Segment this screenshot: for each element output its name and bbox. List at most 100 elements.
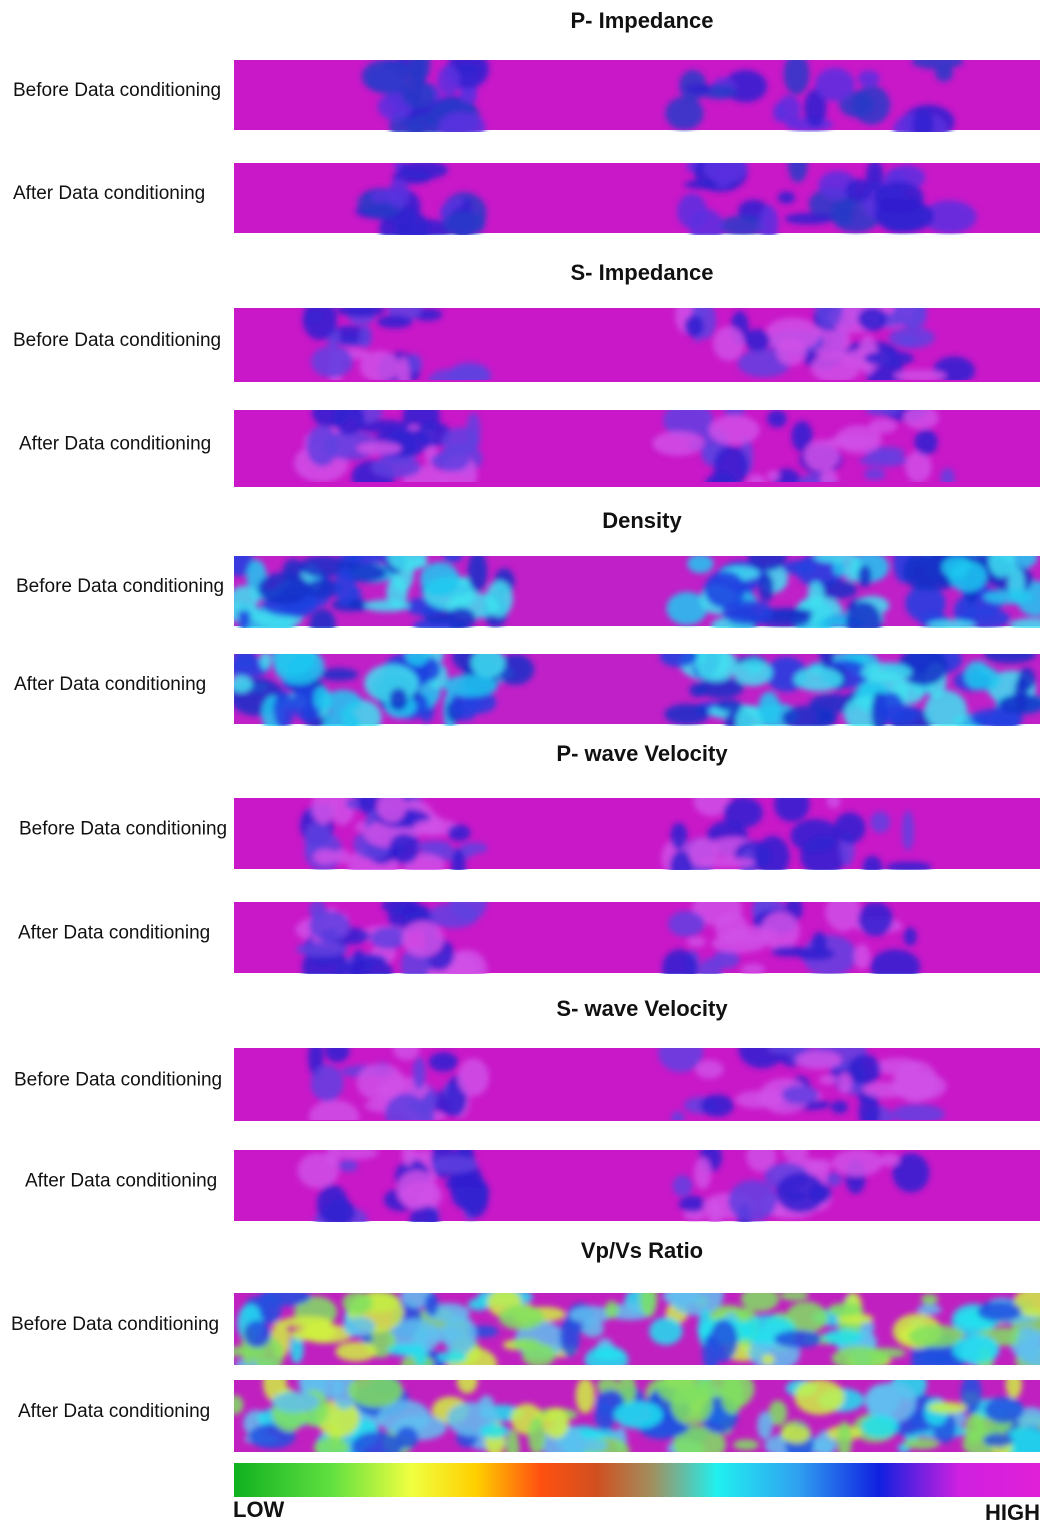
panel-blob: [765, 318, 820, 352]
panel-blob: [741, 1286, 779, 1312]
panel-blob: [838, 1073, 852, 1094]
panel-blob: [460, 842, 487, 853]
panel-blob: [314, 1437, 350, 1458]
panel-blob: [460, 87, 477, 104]
panel-blob: [397, 1170, 438, 1208]
panel-blob: [402, 1141, 415, 1167]
row-label: After Data conditioning: [19, 434, 211, 455]
panel-blob: [759, 573, 774, 603]
section-panel: [234, 885, 1040, 990]
panel-blob: [813, 551, 859, 563]
panel-blob: [233, 648, 257, 670]
panel-blob: [371, 456, 421, 478]
panel-blob: [721, 1375, 744, 1415]
panel-blob: [773, 103, 786, 123]
panel-blob: [988, 547, 1015, 578]
panel-blob: [891, 1104, 944, 1124]
panel-blob: [757, 1411, 772, 1439]
panel-blob: [421, 1092, 435, 1132]
panel-blob: [281, 1316, 332, 1328]
panel-blob: [748, 541, 787, 572]
panel-blob: [387, 542, 426, 571]
panel-blob: [722, 600, 774, 625]
panel-blob: [451, 849, 465, 882]
panel-blob: [309, 911, 350, 941]
panel-blob: [964, 661, 991, 690]
section-title: Density: [602, 508, 682, 533]
panel-blob: [333, 401, 364, 435]
panel-blob: [707, 1200, 722, 1228]
panel-blob: [728, 1180, 776, 1222]
panel-blob: [785, 213, 833, 224]
panel-blob: [462, 1180, 488, 1218]
panel-blob: [450, 885, 487, 921]
panel-blob: [671, 1111, 684, 1126]
panel-blob: [835, 425, 882, 453]
row-label: After Data conditioning: [18, 923, 210, 944]
panel-blob: [499, 1305, 544, 1330]
panel-blob: [782, 1086, 819, 1104]
panel-blob: [585, 1346, 629, 1375]
row-label: Before Data conditioning: [14, 1070, 222, 1091]
panel-blob: [701, 1094, 734, 1116]
panel-blob: [903, 406, 939, 429]
panel-blob: [662, 949, 697, 986]
panel-blob: [689, 683, 706, 697]
panel-blob: [260, 651, 272, 670]
panel-blob: [388, 179, 409, 208]
panel-blob: [804, 440, 840, 472]
panel-blob: [977, 1302, 1021, 1322]
panel-blob: [694, 1157, 711, 1189]
panel-blob: [733, 1439, 759, 1450]
section-title: P- Impedance: [570, 8, 713, 33]
panel-blob: [870, 811, 890, 833]
section-panel: [234, 396, 1040, 499]
panel-blob: [317, 1185, 348, 1225]
panel-blob: [684, 315, 703, 337]
panel-blob: [448, 824, 471, 841]
row-label: After Data conditioning: [25, 1171, 217, 1192]
panel-blob: [861, 1415, 899, 1438]
panel-blob: [913, 109, 934, 140]
panel-blob: [351, 1432, 402, 1463]
panel-blob: [303, 299, 337, 340]
panel-blob: [402, 921, 444, 957]
panel-blob: [687, 554, 713, 573]
panel-blob: [431, 451, 470, 471]
panel-blob: [859, 454, 908, 466]
panel-blob: [258, 572, 310, 604]
panel-blob: [905, 585, 945, 621]
panel-blob: [864, 350, 914, 366]
panel-blob: [357, 1063, 405, 1101]
panel-blob: [758, 692, 780, 726]
panel-blob: [819, 1074, 837, 1084]
panel-blob: [344, 1317, 375, 1337]
panel-blob: [984, 1397, 1024, 1423]
figure: LOW HIGH P- ImpedanceBefore Data conditi…: [0, 0, 1044, 1526]
panel-blob: [925, 690, 968, 730]
panel-blob: [826, 1172, 842, 1186]
panel-blob: [471, 648, 505, 678]
panel-blob: [893, 298, 924, 326]
panel-blob: [788, 148, 808, 182]
panel-blob: [733, 659, 772, 686]
panel-blob: [512, 1338, 540, 1350]
panel-blob: [756, 836, 790, 877]
panel-blob: [420, 562, 459, 596]
panel-blob: [894, 370, 946, 382]
panel-blob: [370, 927, 407, 949]
panel-blob: [668, 911, 705, 937]
panel-blob: [904, 928, 917, 946]
panel-blob: [825, 892, 860, 932]
panel-blob: [863, 1082, 908, 1098]
panel-blob: [443, 550, 462, 562]
panel-blob: [468, 551, 488, 592]
panel-blob: [837, 1421, 852, 1460]
panel-blob: [399, 161, 448, 180]
panel-blob: [312, 787, 336, 824]
panel-blob: [338, 1159, 358, 1171]
panel-blob: [663, 1286, 701, 1306]
panel-blob: [902, 811, 914, 851]
panel-blob: [319, 668, 358, 681]
panel-blob: [360, 351, 400, 383]
